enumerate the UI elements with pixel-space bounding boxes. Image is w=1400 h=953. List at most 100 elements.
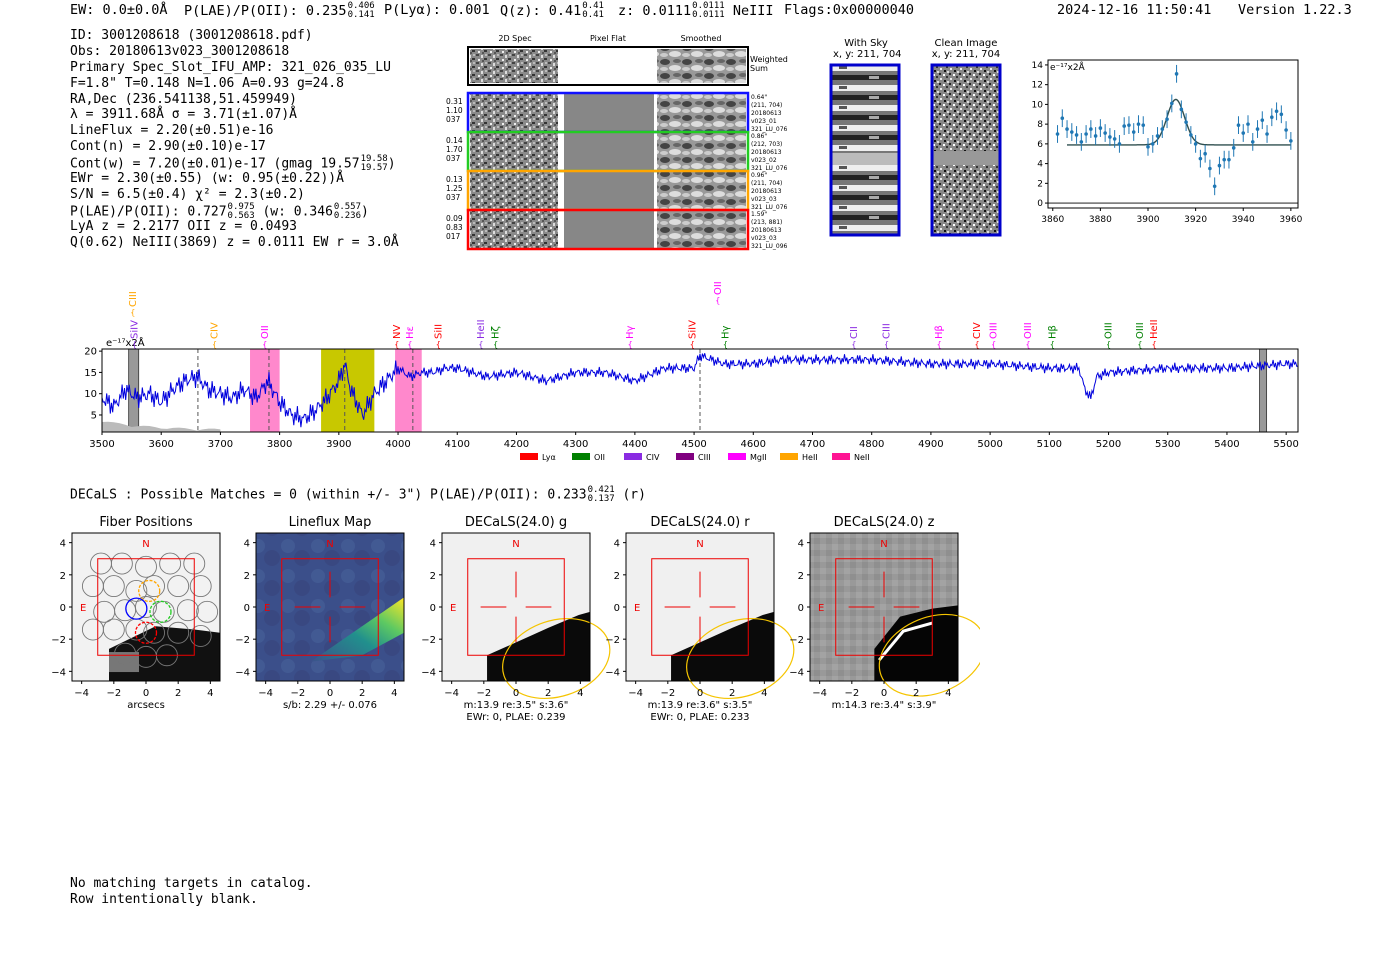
spectrum-xtick-label: 5000 [977, 439, 1002, 450]
info-plae-hi: 0.975 [227, 201, 255, 212]
spectrum-xtick-label: 4900 [918, 439, 943, 450]
spectrum-line-band [321, 349, 375, 432]
clean-label: Clean Image [934, 38, 998, 49]
sky-images [829, 63, 1002, 237]
decals-ytick-label: −2 [789, 635, 804, 646]
svg-text:{: { [690, 340, 695, 349]
decals-ytick-label: 0 [430, 603, 436, 614]
spectrum-axes-frame [101, 348, 1299, 433]
decals-xtick-label: 4 [577, 688, 583, 699]
cutout-left-label: 1.25 [446, 184, 463, 193]
fit-data-point [1222, 150, 1226, 169]
fit-data-point [1174, 64, 1179, 83]
cutout-right-label: 20180613 [751, 149, 782, 156]
fit-data-point [1089, 120, 1093, 138]
spectrum-xtick-label: 4700 [800, 439, 825, 450]
info-ewr: EWr = 2.30(±0.55) (w: 0.95(±0.22))Å [70, 171, 344, 187]
decals-panel-title: Lineflux Map [289, 515, 372, 530]
header-plae-value: P(LAE)/P(OII): 0.235 [184, 3, 347, 19]
header-qz-range: 0.41 0.41 [582, 2, 604, 20]
fit-data-point [1160, 120, 1165, 138]
decals-ytick-label: 4 [430, 539, 436, 550]
north-label: N [326, 539, 333, 550]
search-box [281, 558, 379, 656]
spectrum-line-label: OIII{ [1104, 322, 1115, 349]
svg-text:{: { [436, 340, 441, 349]
decals-xtick-label: 2 [545, 688, 551, 699]
decals-caption-2: EWr: 0, PLAE: 0.233 [650, 712, 749, 723]
decals-panel-4: DECaLS(24.0) r N E −4 −4 −2 −2 0 0 2 2 4 4 m:13.9 re:… [605, 515, 795, 723]
cutout-right-label: 0.96" [751, 172, 767, 179]
east-label: E [818, 603, 824, 614]
cutout-right-label: (211, 704) [751, 102, 782, 109]
fit-data-point [1265, 125, 1269, 143]
clean-image [933, 66, 999, 234]
svg-text:CIV: CIV [646, 453, 660, 462]
svg-text:{: { [1152, 340, 1157, 349]
cutout-frame [466, 208, 750, 251]
spectrum-line-label: Hε{ [405, 326, 416, 349]
decals-ytick-label: 2 [614, 571, 620, 582]
spectrum-line-label: Hβ{ [1047, 325, 1058, 349]
header-plae: P(LAE)/P(OII): 0.235 0.406 0.141 [184, 2, 375, 20]
fit-data-point [1079, 133, 1084, 151]
spectrum-line-label: CII{ [849, 326, 860, 349]
detection-info: ID: 3001208618 (3001208618.pdf) Obs: 201… [70, 28, 399, 250]
svg-text:CIII: CIII [882, 323, 893, 339]
cutout-right-label: 0.86" [751, 133, 767, 140]
search-box [467, 558, 565, 656]
decals-ytick-label: 0 [798, 603, 804, 614]
decals-xtick-label: −2 [844, 688, 859, 699]
spectrum-ytick-label: 15 [84, 368, 97, 379]
cutout-right-label: 321_LU_096 [751, 243, 788, 250]
spectrum-xtick-label: 5300 [1155, 439, 1180, 450]
header-z-range: 0.0111 0.0111 [692, 2, 725, 20]
weighted-2d [470, 49, 558, 83]
svg-text:HeII: HeII [1149, 319, 1160, 339]
decals-ytick-label: −2 [51, 635, 66, 646]
svg-text:Hβ: Hβ [934, 325, 945, 339]
cutout-right-label: v023_01 [751, 118, 777, 125]
fit-xtick-label: 3920 [1184, 215, 1207, 225]
decals-xtick-label: −2 [660, 688, 675, 699]
header-qz-lo: 0.41 [582, 10, 604, 20]
decals-ytick-label: 2 [430, 571, 436, 582]
svg-text:Hε: Hε [405, 326, 416, 339]
fit-data-point [1241, 124, 1246, 142]
svg-text:{: { [1050, 340, 1055, 349]
fit-data-point [1136, 115, 1141, 134]
fit-data-point [1212, 177, 1217, 196]
header-version: Version 1.22.3 [1238, 2, 1352, 18]
fit-data-point [1198, 149, 1203, 168]
search-box [651, 558, 749, 656]
north-label: N [142, 539, 149, 550]
header-ew: EW: 0.0±0.0Å [70, 2, 168, 18]
fit-data-point [1122, 117, 1126, 135]
info-contw: Cont(w) = 7.20(±0.01)e-17 (gmag 19.57 19.… [70, 154, 396, 174]
decals-xtick-label: 0 [327, 688, 333, 699]
svg-text:{: { [1025, 340, 1030, 349]
spectrum-line-label: OII{ [260, 325, 271, 349]
spectrum-line-label: OIII{ [989, 322, 1000, 349]
info-plae-w-lo: 0.236 [333, 210, 362, 221]
info-plae-lo: 0.563 [227, 210, 255, 221]
fit-ylabel: e⁻¹⁷x2Å [1050, 61, 1086, 73]
header-plya: P(Lyα): 0.001 [384, 2, 490, 18]
fit-model-curve [1067, 98, 1291, 146]
cutout-smooth [657, 172, 746, 209]
fit-data-point [1127, 116, 1131, 134]
header-line: NeIII [732, 3, 774, 19]
decals-ytick-label: −4 [51, 667, 66, 678]
decals-ytick-label: 4 [798, 539, 804, 550]
fit-data-point [1131, 123, 1136, 141]
decals-xtick-label: 0 [513, 688, 519, 699]
cutout-flat [564, 133, 654, 170]
cutout-right-label: 321_LU_076 [751, 165, 788, 172]
with-sky-xy: x, y: 211, 704 [833, 49, 902, 60]
header-qz-hi: 0.41 [582, 1, 604, 11]
info-radec: RA,Dec (236.541138,51.459949) [70, 91, 297, 107]
fit-data-point [1246, 115, 1250, 134]
decals-panel-title: DECaLS(24.0) z [834, 515, 935, 530]
spectrum-chart: 3500 3600 3700 3800 3900 4000 4100 4200 4300 4400… [84, 281, 1299, 462]
spectrum-line-label: SiIV{ [130, 320, 141, 349]
